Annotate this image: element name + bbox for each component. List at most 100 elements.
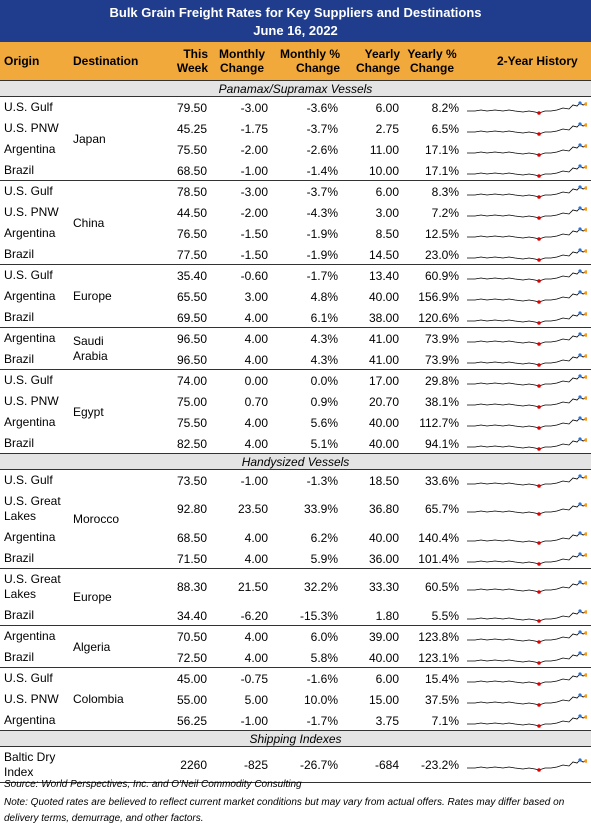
value-cell: -3.00: [240, 100, 268, 115]
data-row: Brazil 82.50 4.00 5.1% 40.00 94.1%: [0, 433, 591, 454]
value-cell: -3.7%: [306, 184, 338, 199]
value-cell: -1.9%: [306, 247, 338, 262]
group: Japan U.S. Gulf 79.50 -3.00 -3.6% 6.00 8.2% U.S…: [0, 96, 591, 180]
sparkline: [465, 225, 587, 241]
value-cell: 14.50: [368, 247, 399, 262]
sparkline: [465, 393, 587, 409]
data-row: Brazil 71.50 4.00 5.9% 36.00 101.4%: [0, 548, 591, 569]
value-cell: 74.00: [176, 373, 207, 388]
value-cell: 94.1%: [424, 436, 459, 451]
value-cell: 56.25: [176, 713, 207, 728]
value-cell: 40.00: [368, 415, 399, 430]
value-cell: -0.75: [240, 671, 268, 686]
value-cell: -2.6%: [306, 142, 338, 157]
sparkline: [465, 309, 587, 325]
data-row: U.S. Gulf 79.50 -3.00 -3.6% 6.00 8.2%: [0, 97, 591, 118]
sparkline: [465, 330, 587, 346]
value-cell: 73.50: [176, 473, 207, 488]
origin: U.S. PNW: [4, 121, 59, 135]
value-cell: 4.3%: [310, 352, 338, 367]
value-cell: 75.50: [176, 415, 207, 430]
value-cell: 44.50: [176, 205, 207, 220]
value-cell: 6.5%: [431, 121, 459, 136]
value-cell: 23.50: [237, 502, 268, 516]
group: Europe U.S. Great Lakes 88.30 21.50 32.2% 33.…: [0, 568, 591, 625]
origin: Brazil: [4, 551, 35, 565]
origin: U.S. PNW: [4, 692, 59, 706]
origin: U.S. Gulf: [4, 373, 53, 387]
origin: Argentina: [4, 629, 56, 643]
value-cell: 4.00: [244, 551, 268, 566]
value-cell: 41.00: [368, 331, 399, 346]
origin: Brazil: [4, 436, 35, 450]
value-cell: -1.7%: [306, 713, 338, 728]
value-cell: 38.00: [368, 310, 399, 325]
value-cell: 6.2%: [310, 530, 338, 545]
value-cell: 112.7%: [419, 415, 459, 430]
title-bar: Bulk Grain Freight Rates for Key Supplie…: [0, 0, 591, 42]
origin: Argentina: [4, 142, 56, 156]
value-cell: 8.3%: [431, 184, 459, 199]
value-cell: 33.6%: [424, 473, 459, 488]
value-cell: -1.4%: [306, 163, 338, 178]
title: Bulk Grain Freight Rates for Key Supplie…: [109, 5, 482, 20]
value-cell: 68.50: [176, 530, 207, 545]
data-row: Argentina 70.50 4.00 6.0% 39.00 123.8%: [0, 626, 591, 647]
value-cell: 33.30: [368, 580, 399, 594]
data-row: U.S. Gulf 74.00 0.00 0.0% 17.00 29.8%: [0, 370, 591, 391]
value-cell: 4.00: [244, 352, 268, 367]
col-header: Monthly Change: [219, 47, 265, 75]
value-cell: 8.50: [375, 226, 399, 241]
destination: Europe: [73, 590, 112, 604]
value-cell: 17.1%: [424, 142, 459, 157]
value-cell: 8.2%: [431, 100, 459, 115]
value-cell: 36.80: [368, 502, 399, 516]
col-header: Monthly % Change: [280, 47, 340, 75]
value-cell: -1.50: [240, 226, 268, 241]
sparkline: [465, 756, 587, 772]
origin: Argentina: [4, 713, 56, 727]
section-header: Panamax/Supramax Vessels: [0, 80, 591, 96]
origin: U.S. PNW: [4, 205, 59, 219]
value-cell: 77.50: [176, 247, 207, 262]
data-row: U.S. Gulf 45.00 -0.75 -1.6% 6.00 15.4%: [0, 668, 591, 689]
sparkline: [465, 162, 587, 178]
data-row: Brazil 34.40 -6.20 -15.3% 1.80 5.5%: [0, 605, 591, 626]
data-row: Argentina 56.25 -1.00 -1.7% 3.75 7.1%: [0, 710, 591, 731]
data-row: U.S. Great Lakes 88.30 21.50 32.2% 33.30 60.5…: [0, 569, 591, 605]
data-row: Argentina 68.50 4.00 6.2% 40.00 140.4%: [0, 527, 591, 548]
source: Source: World Perspectives, Inc. and O'N…: [4, 779, 302, 790]
value-cell: -23.2%: [420, 758, 459, 772]
value-cell: 140.4%: [418, 530, 459, 545]
value-cell: 5.9%: [310, 551, 338, 566]
sparkline: [465, 351, 587, 367]
origin: U.S. Gulf: [4, 184, 53, 198]
table-bottom: [0, 782, 591, 783]
origin: U.S. Gulf: [4, 473, 53, 487]
value-cell: 4.00: [244, 415, 268, 430]
value-cell: -1.6%: [306, 671, 338, 686]
origin: Baltic Dry Index: [4, 750, 56, 779]
origin: Brazil: [4, 650, 35, 664]
value-cell: 79.50: [176, 100, 207, 115]
col-header: 2-Year History: [497, 54, 578, 68]
sparkline: [465, 550, 587, 566]
sparkline: [465, 288, 587, 304]
value-cell: 4.8%: [310, 289, 338, 304]
origin: Argentina: [4, 530, 56, 544]
value-cell: 15.00: [368, 692, 399, 707]
value-cell: -1.00: [240, 473, 268, 488]
sparkline: [465, 267, 587, 283]
section-header: Handysized Vessels: [0, 453, 591, 469]
sparkline: [465, 607, 587, 623]
value-cell: 3.00: [244, 289, 268, 304]
col-header: Destination: [73, 54, 139, 68]
value-cell: -3.00: [240, 184, 268, 199]
value-cell: -1.3%: [306, 473, 338, 488]
value-cell: 4.00: [244, 629, 268, 644]
value-cell: 76.50: [176, 226, 207, 241]
section-header: Shipping Indexes: [0, 730, 591, 746]
group: Saudi Arabia Argentina 96.50 4.00 4.3% 41.00 7…: [0, 327, 591, 369]
value-cell: 75.50: [176, 142, 207, 157]
